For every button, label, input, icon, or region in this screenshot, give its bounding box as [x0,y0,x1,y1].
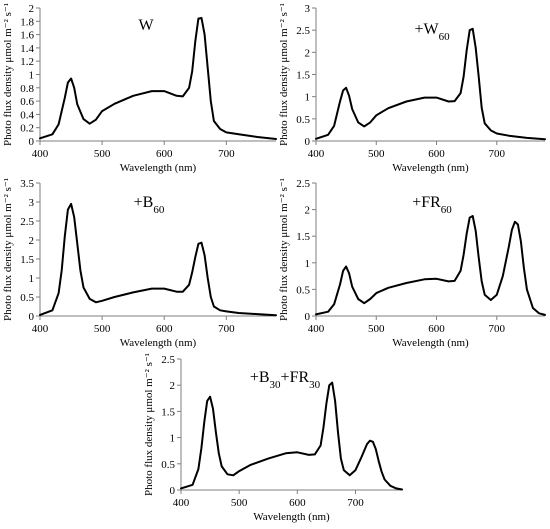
y-tick-label: 0 [29,136,35,148]
x-tick-label: 400 [308,148,325,160]
y-tick-label: 0 [170,485,176,497]
panel-title: +B30+FR30 [250,369,321,391]
y-tick-label: 3.5 [20,178,34,190]
y-tick-label: 2 [29,235,35,247]
y-tick-label: 0 [305,311,311,323]
x-axis-title: Wavelength (nm) [392,337,469,349]
y-tick-label: 1 [305,258,311,270]
x-tick-label: 500 [94,148,111,160]
panel-3: 0 0.5 1 1.5 2 2.5 3 3.5 400 500 600 700 Wavelength (… [2,178,277,349]
y-tick-label: 2 [29,3,35,15]
y-tick-label: 0.5 [296,114,310,126]
y-tick-label: 2.5 [296,25,310,37]
x-axis-title: Wavelength (nm) [120,337,197,349]
spectrum-line [39,202,277,317]
y-tick-label: 1.5 [296,70,310,82]
panel-title-subscript: 30 [309,379,321,391]
y-tick-label: 0 [29,311,35,323]
y-tick-label: 1 [170,433,176,445]
y-tick-label: 2 [305,205,311,217]
x-tick-label: 600 [156,148,173,160]
panel-title: +FR60 [412,194,452,216]
panel-4: 0 0.5 1 1.5 2 2.5 400 500 600 700 Wavelength (nm) P… [278,178,546,349]
x-tick-label: 400 [32,323,49,335]
y-axis-title: Photo flux density μmol m⁻² s⁻¹ [278,3,290,146]
x-tick-label: 600 [156,323,173,335]
panel-5: 0 0.5 1 1.5 2 2.5 400 500 600 700 Wavelength (nm) P… [143,353,403,523]
x-tick-label: 500 [368,323,385,335]
y-tick-label: 0.8 [20,83,34,95]
y-tick-label: 2.5 [161,354,175,366]
x-axis-title: Wavelength (nm) [120,162,197,174]
panel-title-text: +FR [281,369,310,386]
x-tick-label: 600 [289,497,306,509]
x-axis-title: Wavelength (nm) [253,511,330,523]
x-axis-title: Wavelength (nm) [392,162,469,174]
spectrum-line [180,381,403,491]
panel-title-text: +B [250,369,270,386]
panel-title: +B60 [134,194,165,216]
y-axis-title: Photo flux density μmol m⁻² s⁻¹ [278,178,290,321]
x-tick-label: 700 [347,497,364,509]
x-tick-label: 600 [428,323,445,335]
y-tick-label: 2.5 [20,216,34,228]
y-tick-label: 1.5 [161,406,175,418]
x-tick-label: 700 [218,323,235,335]
panel-title: +W60 [414,21,450,43]
y-tick-label: 2 [170,380,176,392]
y-tick-label: 0.5 [296,284,310,296]
x-tick-label: 500 [94,323,111,335]
y-tick-label: 1.6 [20,30,34,42]
x-tick-label: 500 [231,497,248,509]
x-tick-label: 600 [428,148,445,160]
y-tick-label: 1.8 [20,16,34,28]
y-tick-label: 1.2 [20,56,34,68]
x-tick-label: 400 [32,148,49,160]
y-tick-label: 0.4 [20,109,34,121]
y-tick-label: 0.5 [161,459,175,471]
y-axis-title: Photo flux density μmol m⁻² s⁻¹ [2,3,14,146]
x-tick-label: 400 [173,497,190,509]
spectrum-line [39,17,277,140]
y-tick-label: 3 [29,197,35,209]
y-tick-label: 1.5 [20,254,34,266]
panel-2: 0 0.5 1 1.5 2 2.5 3 400 500 600 700 Wavelength (nm)… [278,3,546,174]
y-axis-title: Photo flux density μmol m⁻² s⁻¹ [2,178,14,321]
panel-title-text: +B [134,194,154,211]
y-tick-label: 2 [305,47,311,59]
y-tick-label: 0 [305,136,311,148]
panel-title-subscript: 60 [439,31,451,43]
y-tick-label: 1.5 [296,231,310,243]
y-tick-label: 1 [29,273,35,285]
panel-title-text: W [138,17,154,34]
y-tick-label: 2.5 [296,178,310,190]
x-tick-label: 700 [489,148,506,160]
y-tick-label: 1 [29,70,35,82]
y-tick-label: 1 [305,92,311,104]
y-tick-label: 0.6 [20,96,34,108]
y-tick-label: 0.2 [20,123,34,135]
spectrum-line [315,215,546,316]
x-tick-label: 700 [489,323,506,335]
panel-title-text: +W [414,21,439,38]
y-tick-label: 1.4 [20,43,34,55]
y-tick-label: 3 [305,3,311,15]
panel-title-subscript: 30 [270,379,282,391]
panel-title-subscript: 60 [153,204,165,216]
panel-title-text: +FR [412,194,441,211]
panel-1: 00.2 0.40.60.81 1.21.41.6 1.82 400 500 600 700 W… [2,3,277,174]
spectrum-line [315,27,546,141]
x-tick-label: 700 [218,148,235,160]
x-tick-label: 400 [308,323,325,335]
panel-title: W [138,17,154,34]
y-tick-label: 0.5 [20,292,34,304]
y-axis-title: Photo flux density μmol m⁻² s⁻¹ [143,353,155,496]
panel-title-subscript: 60 [441,204,453,216]
x-tick-label: 500 [368,148,385,160]
